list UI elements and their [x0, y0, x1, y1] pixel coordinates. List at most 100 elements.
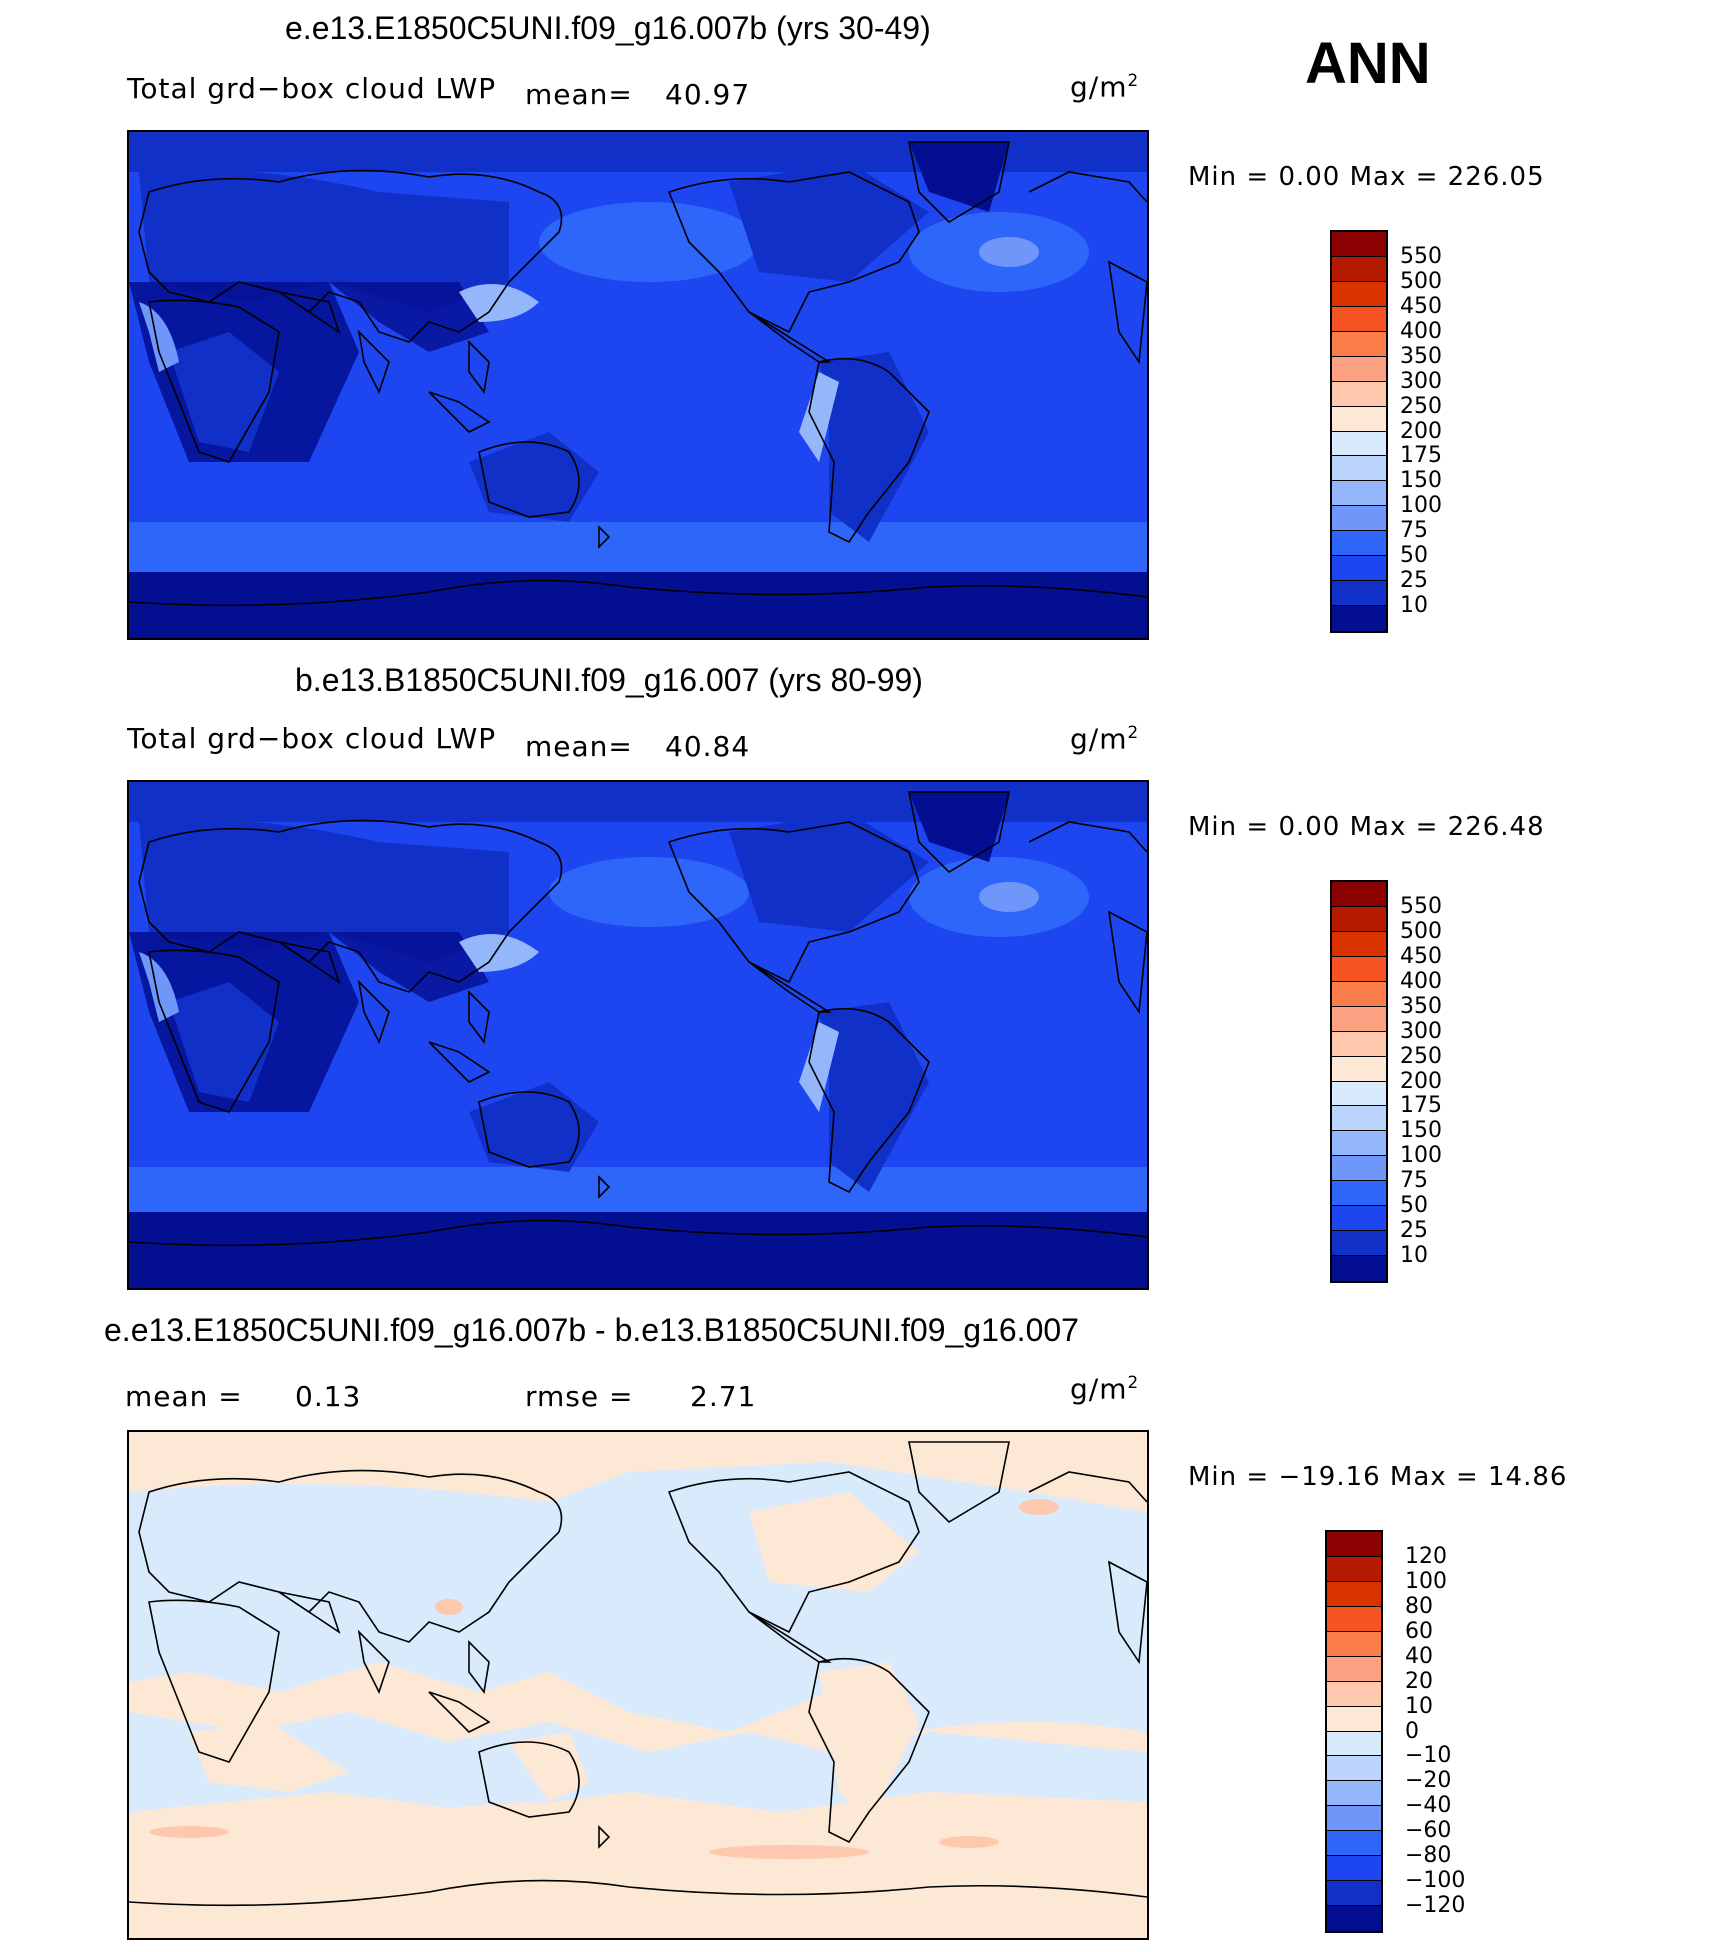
colorbar-label: 450 — [1400, 293, 1442, 319]
colorbar-label: 500 — [1400, 918, 1442, 944]
colorbar-swatch — [1332, 1081, 1386, 1107]
colorbar-swatch — [1327, 1656, 1381, 1682]
colorbar-label: −120 — [1405, 1893, 1466, 1919]
colorbar-label: 150 — [1400, 1118, 1442, 1144]
panel-1-colorbar — [1330, 230, 1388, 633]
colorbar-swatch — [1327, 1532, 1381, 1557]
colorbar-label: 250 — [1400, 393, 1442, 419]
colorbar-label: 350 — [1400, 343, 1442, 369]
colorbar-swatch — [1332, 1181, 1386, 1207]
colorbar-swatch — [1327, 1606, 1381, 1632]
panel-3-rmse-label: rmse = — [525, 1380, 634, 1413]
colorbar-label: −80 — [1405, 1843, 1452, 1869]
colorbar-label: 100 — [1405, 1568, 1447, 1594]
colorbar-label: 550 — [1400, 243, 1442, 269]
colorbar-label: 300 — [1400, 368, 1442, 394]
colorbar-label: 150 — [1400, 468, 1442, 494]
colorbar-swatch — [1332, 356, 1386, 382]
colorbar-label: 100 — [1400, 1143, 1442, 1169]
colorbar-swatch — [1332, 956, 1386, 982]
colorbar-swatch — [1327, 1781, 1381, 1807]
colorbar-swatch — [1332, 431, 1386, 457]
colorbar-swatch — [1332, 1231, 1386, 1257]
colorbar-label: 10 — [1400, 593, 1428, 619]
colorbar-label: 200 — [1400, 1068, 1442, 1094]
panel-3-colorbar — [1325, 1530, 1383, 1933]
colorbar-swatch — [1327, 1631, 1381, 1657]
colorbar-swatch — [1332, 331, 1386, 357]
panel-2-mean-label: mean= — [525, 730, 633, 763]
colorbar-swatch — [1332, 882, 1386, 907]
colorbar-swatch — [1327, 1756, 1381, 1782]
panel-1-mean-value: 40.97 — [665, 78, 751, 111]
panel-3-units: g/m2 — [1070, 1372, 1140, 1406]
colorbar-swatch — [1327, 1706, 1381, 1732]
colorbar-swatch — [1332, 931, 1386, 957]
colorbar-label: 250 — [1400, 1043, 1442, 1069]
colorbar-swatch — [1332, 406, 1386, 432]
colorbar-swatch — [1332, 381, 1386, 407]
colorbar-swatch — [1327, 1731, 1381, 1757]
colorbar-swatch — [1327, 1881, 1381, 1907]
colorbar-label: 175 — [1400, 443, 1442, 469]
colorbar-label: 120 — [1405, 1543, 1447, 1569]
colorbar-swatch — [1332, 256, 1386, 282]
colorbar-label: −20 — [1405, 1768, 1452, 1794]
colorbar-label: 60 — [1405, 1618, 1433, 1644]
colorbar-swatch — [1332, 456, 1386, 482]
panel-3-title: e.e13.E1850C5UNI.f09_g16.007b - b.e13.B1… — [104, 1312, 1079, 1348]
colorbar-swatch — [1332, 232, 1386, 257]
colorbar-swatch — [1332, 306, 1386, 332]
colorbar-swatch — [1332, 281, 1386, 307]
colorbar-label: 80 — [1405, 1593, 1433, 1619]
colorbar-swatch — [1332, 1031, 1386, 1057]
colorbar-swatch — [1327, 1831, 1381, 1857]
colorbar-swatch — [1327, 1681, 1381, 1707]
colorbar-swatch — [1327, 1806, 1381, 1832]
colorbar-label: 50 — [1400, 543, 1428, 569]
panel-2-title: b.e13.B1850C5UNI.f09_g16.007 (yrs 80-99) — [295, 662, 923, 698]
colorbar-label: 25 — [1400, 1218, 1428, 1244]
colorbar-swatch — [1327, 1906, 1381, 1931]
colorbar-label: 40 — [1405, 1643, 1433, 1669]
colorbar-swatch — [1332, 1056, 1386, 1082]
panel-2-colorbar — [1330, 880, 1388, 1283]
panel-2-map — [127, 780, 1149, 1290]
colorbar-swatch — [1332, 606, 1386, 631]
colorbar-swatch — [1332, 1106, 1386, 1132]
colorbar-label: −100 — [1405, 1868, 1466, 1894]
season-label: ANN — [1305, 31, 1431, 96]
colorbar-label: 500 — [1400, 268, 1442, 294]
panel-3-map — [127, 1430, 1149, 1940]
colorbar-label: 450 — [1400, 943, 1442, 969]
panel-1-mean-label: mean= — [525, 78, 633, 111]
colorbar-label: 75 — [1400, 1168, 1428, 1194]
panel-3-mean-value: 0.13 — [295, 1380, 362, 1413]
colorbar-label: 100 — [1400, 493, 1442, 519]
panel-1-title: e.e13.E1850C5UNI.f09_g16.007b (yrs 30-49… — [285, 10, 931, 46]
colorbar-swatch — [1332, 481, 1386, 507]
panel-1-minmax: Min = 0.00 Max = 226.05 — [1188, 162, 1545, 192]
colorbar-swatch — [1332, 906, 1386, 932]
colorbar-label: −60 — [1405, 1818, 1452, 1844]
colorbar-swatch — [1332, 531, 1386, 557]
panel-3-minmax: Min = −19.16 Max = 14.86 — [1188, 1462, 1568, 1492]
colorbar-label: 50 — [1400, 1193, 1428, 1219]
colorbar-label: 0 — [1405, 1718, 1419, 1744]
colorbar-swatch — [1327, 1581, 1381, 1607]
colorbar-label: 400 — [1400, 318, 1442, 344]
panel-1-units: g/m2 — [1070, 70, 1140, 104]
colorbar-label: 75 — [1400, 518, 1428, 544]
panel-2-mean-value: 40.84 — [665, 730, 751, 763]
panel-2-minmax: Min = 0.00 Max = 226.48 — [1188, 812, 1545, 842]
colorbar-label: 20 — [1405, 1668, 1433, 1694]
panel-3-mean-label: mean = — [125, 1380, 243, 1413]
panel-2-units: g/m2 — [1070, 722, 1140, 756]
colorbar-swatch — [1332, 981, 1386, 1007]
colorbar-swatch — [1332, 1131, 1386, 1157]
panel-1-variable: Total grd−box cloud LWP — [127, 72, 497, 105]
colorbar-label: 350 — [1400, 993, 1442, 1019]
colorbar-swatch — [1327, 1856, 1381, 1882]
colorbar-label: 25 — [1400, 568, 1428, 594]
colorbar-swatch — [1332, 581, 1386, 607]
